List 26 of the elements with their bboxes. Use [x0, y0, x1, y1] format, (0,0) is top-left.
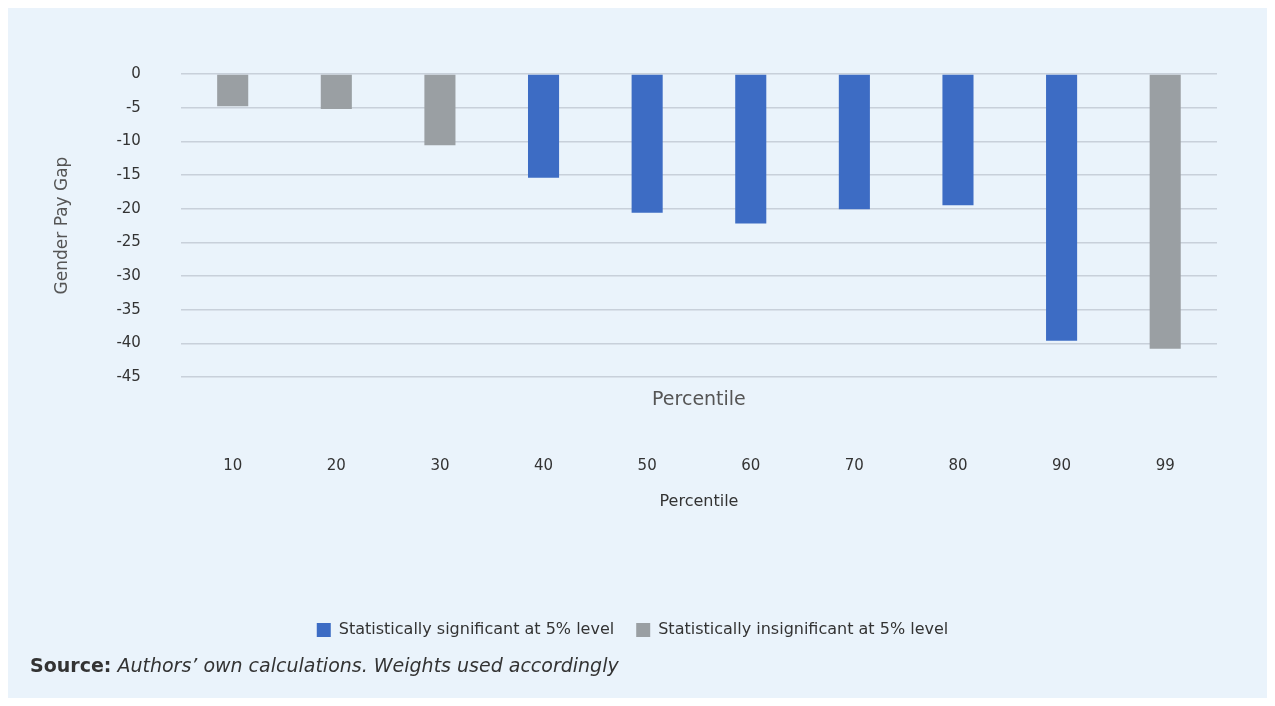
y-axis-title: Gender Pay Gap — [50, 156, 71, 295]
y-tick-label: -25 — [116, 232, 141, 251]
y-tick-label: -35 — [116, 299, 141, 318]
y-tick-label: 0 — [131, 63, 141, 82]
x-axis-title: Percentile — [652, 386, 746, 409]
y-tick-label: -10 — [116, 131, 141, 150]
x-tick-label: 50 — [637, 455, 657, 474]
x-tick-label: 70 — [844, 455, 864, 474]
x-tick-label: 10 — [223, 455, 243, 474]
y-tick-label: -15 — [116, 164, 141, 183]
x-tick-label: 30 — [430, 455, 450, 474]
x-tick-label: 99 — [1155, 455, 1175, 474]
x-tick-label: 20 — [326, 455, 346, 474]
y-tick-label: -5 — [125, 97, 141, 116]
legend-label: Statistically significant at 5% level — [338, 619, 615, 639]
x-tick-label: 60 — [741, 455, 761, 474]
x-tick-label: 40 — [533, 455, 554, 474]
y-tick-label: -45 — [116, 366, 141, 385]
y-tick-label: -20 — [116, 198, 141, 217]
y-tick-label: -30 — [116, 265, 141, 284]
y-tick-label: -40 — [116, 333, 141, 352]
source-note: Source: Authors’ own calculations. Weights used accordingly — [30, 654, 619, 676]
x-tick-label: 90 — [1052, 455, 1072, 474]
x-tick-label: 80 — [948, 455, 968, 474]
text: Percentile — [659, 491, 739, 511]
legend-label: Statistically insignificant at 5% level — [658, 619, 949, 639]
